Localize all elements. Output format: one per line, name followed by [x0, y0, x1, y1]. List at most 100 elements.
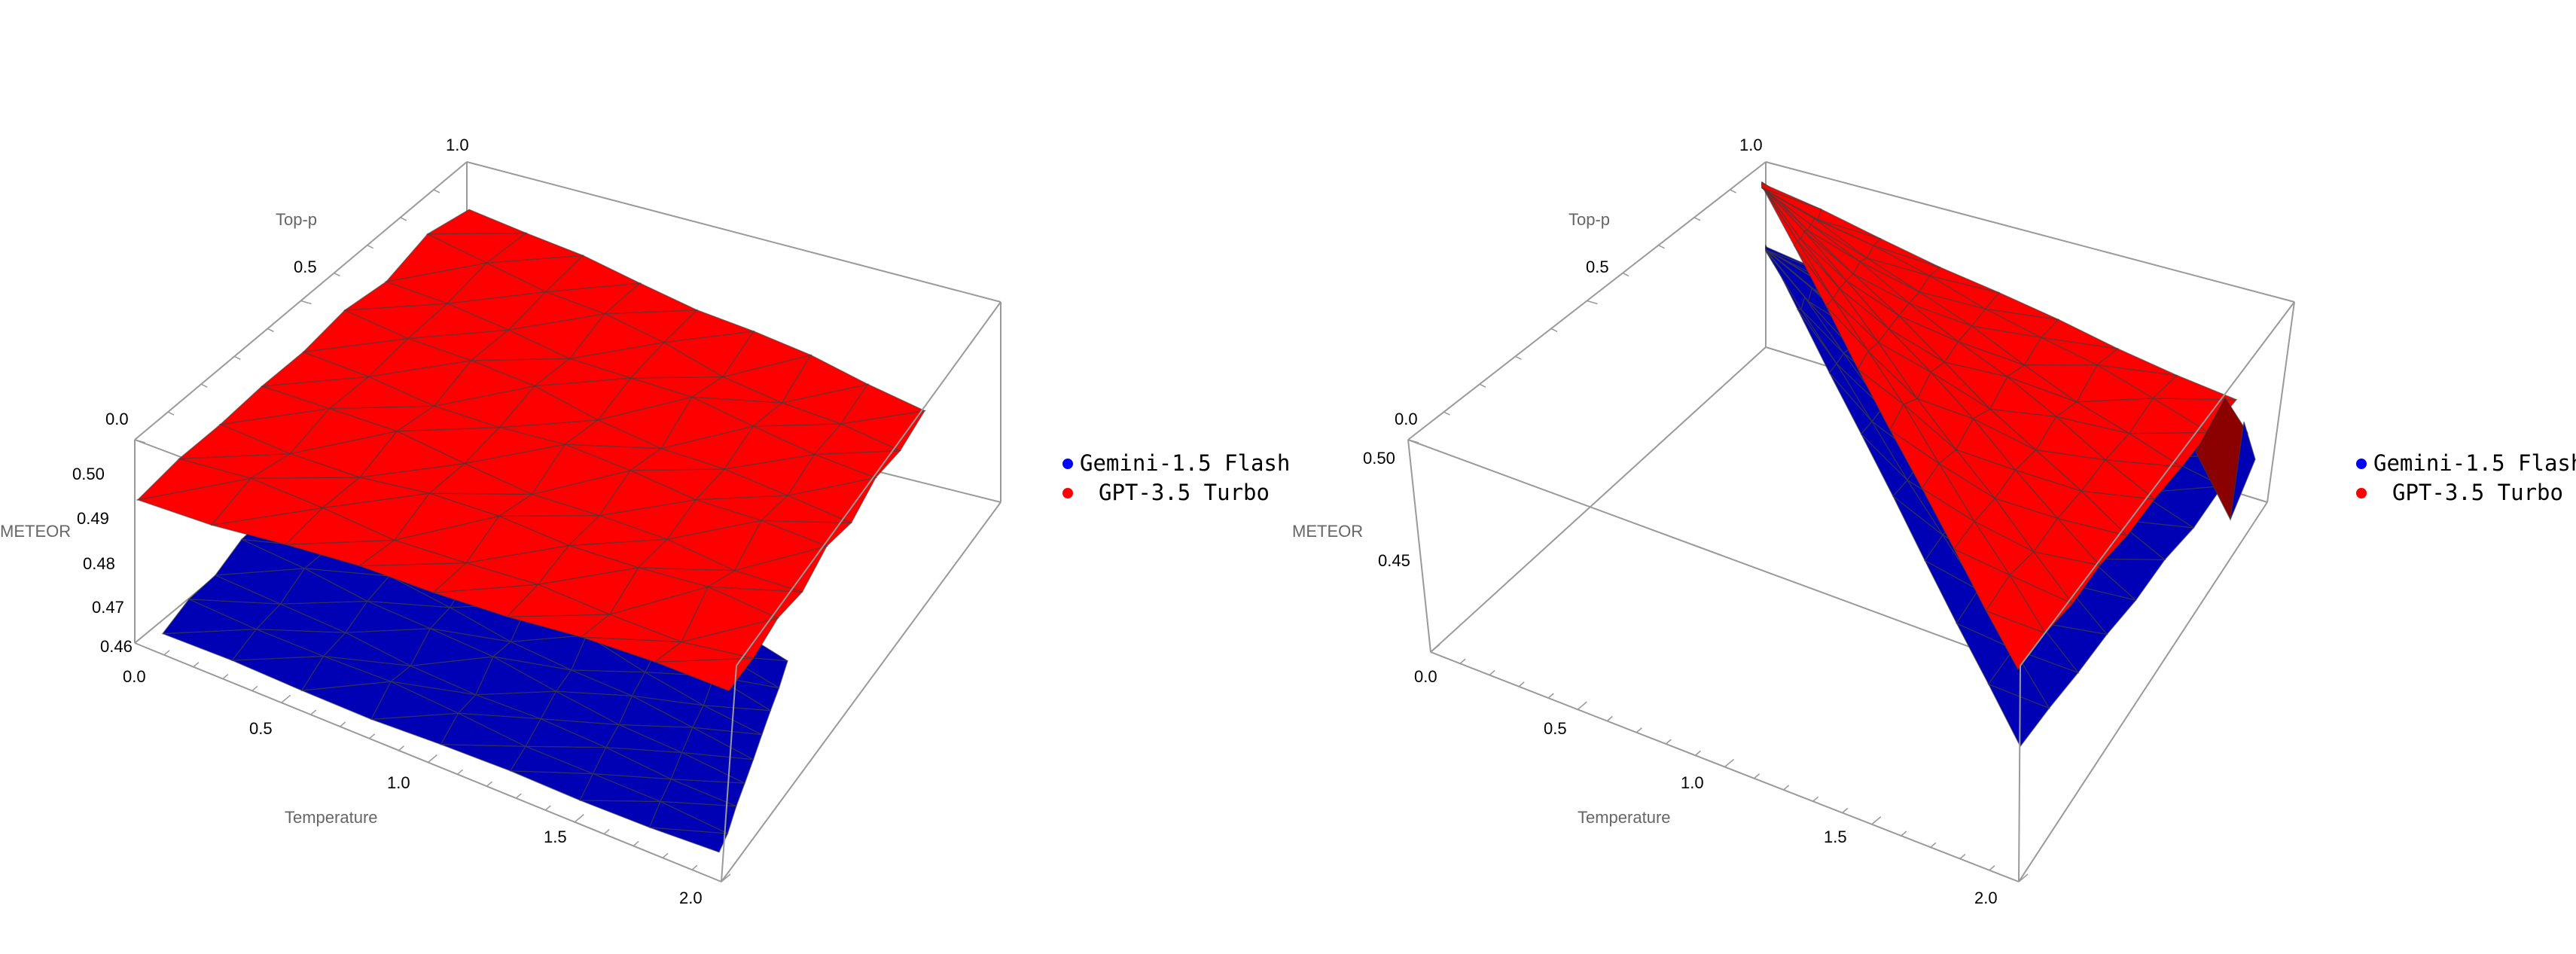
surfaces-left — [136, 209, 927, 853]
axis-tick-mark — [1959, 853, 1966, 860]
surface-gpt-facet — [2096, 348, 2178, 376]
axis-tick-mark — [1658, 245, 1665, 249]
z-tick-label: 0.50 — [1363, 449, 1395, 468]
axis-tick-mark — [134, 439, 146, 443]
z-tick-label: 0.48 — [83, 554, 115, 573]
x-tick-label: 2.0 — [679, 888, 703, 907]
y-tick-label: 1.0 — [446, 136, 469, 154]
axis-tick-mark — [233, 355, 241, 360]
axis-tick-mark — [1587, 300, 1598, 305]
legend-label-gemini: Gemini-1.5 Flash — [2373, 450, 2576, 476]
axis-tick-mark — [1407, 439, 1419, 443]
axis-tick-mark — [200, 383, 208, 388]
z-tick-label: 0.49 — [77, 509, 109, 528]
x-tick-label: 1.5 — [1824, 828, 1847, 846]
surfaces-right — [1761, 181, 2256, 748]
surface-gpt-facet — [781, 354, 870, 404]
axis-tick-mark — [486, 781, 492, 787]
legend: Gemini-1.5 Flash GPT-3.5 Turbo — [1062, 450, 1290, 505]
axis-tick-mark — [603, 829, 610, 835]
surface-gpt-facet — [603, 282, 697, 315]
surface-gpt-facet — [1928, 267, 2000, 294]
legend: Gemini-1.5 Flash GPT-3.5 Turbo — [2356, 450, 2576, 505]
x-tick-label: 0.0 — [123, 667, 146, 686]
axis-tick-mark — [1783, 785, 1790, 791]
legend-label-gemini: Gemini-1.5 Flash — [1080, 450, 1290, 476]
axis-tick-mark — [163, 650, 170, 656]
axis-tick-mark — [1754, 773, 1761, 779]
axis-tick-mark — [398, 745, 405, 751]
axis-tick-mark — [1724, 758, 1734, 768]
surface-gemini-side-face — [2230, 421, 2256, 520]
surface-gemini-facet — [510, 770, 594, 801]
axis-tick-mark — [691, 864, 698, 870]
axis-tick-mark — [2018, 873, 2029, 882]
y-tick-label: 0.0 — [105, 410, 129, 428]
x-tick-label: 0.5 — [1544, 719, 1567, 738]
axis-tick-mark — [281, 694, 291, 703]
z-tick-label: 0.50 — [72, 465, 105, 483]
axis-tick-mark — [1459, 658, 1466, 664]
axis-tick-mark — [340, 721, 346, 727]
y-axis-label: Top-p — [276, 210, 317, 229]
axis-tick-mark — [1765, 161, 1777, 166]
axis-tick-mark — [456, 769, 463, 775]
surface-gpt-facet — [662, 309, 755, 343]
axis-tick-mark — [1550, 328, 1558, 333]
surface-gemini-facet — [580, 800, 662, 828]
axis-tick-mark — [1989, 865, 1995, 871]
axis-tick-mark — [193, 662, 200, 668]
axis-tick-mark — [167, 411, 175, 416]
axis-tick-mark — [1606, 715, 1613, 722]
x-axis-label: Temperature — [285, 808, 378, 827]
bounding-box-front — [1407, 301, 2295, 882]
axis-tick-mark — [1871, 816, 1882, 825]
axis-tick-mark — [252, 685, 258, 691]
axis-tick-mark — [574, 814, 584, 823]
surface-gpt-facet — [1761, 182, 1822, 210]
axis-tick-mark — [1622, 272, 1629, 277]
axis-tick-mark — [134, 635, 145, 644]
axis-tick-mark — [334, 272, 340, 277]
axis-ticks-left — [134, 161, 731, 882]
axis-tick-mark — [1730, 189, 1736, 194]
y-tick-label: 0.0 — [1395, 410, 1418, 428]
surface-gpt-facet — [1817, 209, 1881, 239]
surface-gpt-facet — [1873, 238, 1940, 268]
axis-tick-mark — [1901, 831, 1907, 837]
axis-tick-mark — [466, 161, 478, 166]
axis-tick-mark — [400, 217, 407, 221]
axis-tick-mark — [267, 328, 274, 333]
axis-tick-mark — [428, 754, 437, 764]
chart-panel-left: 0.0 0.5 1.0 Top-p 0.50 0.49 0.48 0.47 0.… — [0, 136, 1290, 907]
legend-marker-gemini — [2356, 459, 2367, 469]
x-tick-label: 2.0 — [1974, 888, 1998, 907]
axis-tick-mark — [369, 733, 376, 739]
x-tick-label: 1.0 — [387, 773, 410, 792]
axis-tick-mark — [1443, 411, 1450, 416]
surface-gpt-facet — [2040, 319, 2118, 349]
x-tick-label: 0.5 — [249, 719, 273, 738]
y-tick-label: 1.0 — [1739, 136, 1763, 154]
axis-tick-mark — [310, 709, 317, 715]
axis-tick-mark — [1693, 217, 1701, 221]
x-tick-label: 1.5 — [544, 828, 567, 846]
axis-tick-mark — [300, 300, 312, 305]
surface-gpt-facet — [425, 209, 526, 235]
legend-marker-gpt — [2356, 488, 2367, 498]
z-tick-label: 0.45 — [1378, 551, 1410, 570]
axis-tick-mark — [433, 189, 441, 194]
axis-tick-mark — [1930, 842, 1937, 848]
surface-gpt-facet — [840, 383, 927, 425]
axis-tick-mark — [544, 805, 551, 811]
axis-tick-mark — [515, 793, 522, 799]
x-axis-label: Temperature — [1578, 808, 1671, 827]
legend-marker-gpt — [1062, 488, 1073, 498]
y-tick-label: 0.5 — [294, 258, 317, 276]
chart-panel-right: 0.0 0.5 1.0 Top-p 0.50 0.45 METEOR 0.0 0… — [1292, 136, 2576, 907]
axis-tick-mark — [1812, 796, 1819, 802]
y-tick-label: 0.5 — [1586, 258, 1609, 276]
z-tick-label: 0.47 — [92, 598, 124, 617]
axis-tick-mark — [1518, 681, 1525, 687]
